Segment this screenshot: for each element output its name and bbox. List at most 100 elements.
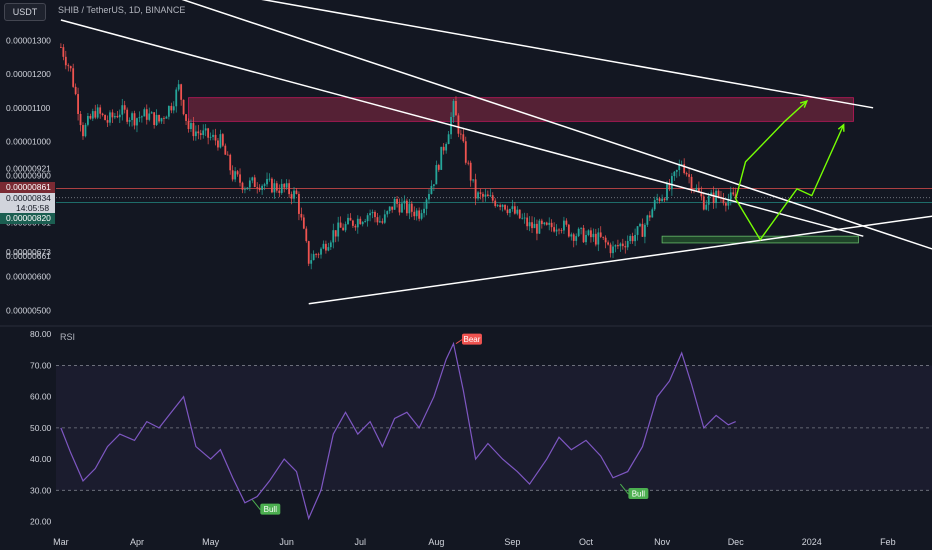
candle-body (82, 125, 84, 137)
candle-body (310, 260, 313, 264)
candle-body (624, 246, 627, 248)
candle-body (472, 179, 475, 181)
candle-body (565, 220, 568, 225)
candle-body (631, 236, 634, 242)
candle-body (727, 199, 730, 206)
candle-body (126, 109, 129, 122)
candle-body (501, 204, 504, 207)
candle-body (371, 211, 374, 214)
candle-body (280, 183, 283, 193)
candle-body (386, 211, 389, 215)
candle-body (172, 106, 175, 111)
candle-body (217, 140, 219, 148)
candle-body (283, 183, 286, 188)
rsi-signal-connector (251, 499, 261, 510)
candle-body (209, 136, 212, 138)
candle-body (648, 215, 651, 218)
candle-body (526, 217, 529, 227)
candle-body (239, 174, 241, 183)
price-tag-green: 0.00000820 (0, 213, 55, 224)
candle-body (315, 254, 318, 255)
candle-body (577, 228, 580, 237)
candle-body (190, 123, 192, 130)
candle-body (651, 209, 654, 218)
rsi-signal-connector (455, 339, 463, 345)
candle-body (550, 222, 553, 228)
candle-body (69, 66, 72, 69)
candle-body (538, 220, 541, 234)
candle-body (609, 244, 612, 254)
candle-body (352, 220, 354, 226)
candle-body (572, 234, 575, 241)
candle-body (67, 65, 70, 67)
candles-group (60, 43, 737, 270)
candle-body (300, 213, 303, 218)
candle-body (153, 112, 156, 125)
candle-body (307, 241, 310, 264)
candle-body (479, 192, 482, 194)
candle-body (511, 206, 514, 209)
candle-body (285, 183, 288, 188)
rsi-signal-label: Bear (464, 335, 481, 344)
candle-body (653, 200, 656, 210)
time-axis-label: 2024 (802, 537, 822, 547)
rsi-axis-label: 60.00 (30, 392, 52, 402)
candle-body (212, 134, 214, 137)
rsi-signal-label: Bull (632, 490, 646, 499)
candle-body (86, 115, 89, 125)
candle-body (712, 192, 715, 204)
candle-body (619, 243, 622, 247)
candle-body (111, 112, 114, 118)
candle-body (327, 247, 330, 251)
candle-body (248, 180, 251, 188)
candle-body (160, 118, 163, 122)
candle-body (256, 187, 259, 188)
candle-body (442, 146, 445, 151)
candle-body (489, 195, 492, 197)
candle-body (430, 185, 433, 194)
candle-body (293, 190, 295, 199)
candle-body (359, 218, 362, 225)
candle-body (163, 118, 165, 119)
projection-arrowhead (837, 123, 845, 132)
candle-body (322, 243, 325, 249)
candle-body (636, 226, 639, 235)
candle-body (366, 215, 369, 222)
rsi-axis-label: 50.00 (30, 423, 52, 433)
candle-body (513, 206, 516, 214)
rsi-axis-label: 40.00 (30, 454, 52, 464)
candle-body (467, 162, 470, 164)
candle-body (155, 114, 158, 125)
candle-body (329, 242, 332, 248)
price-axis-label: 0.00000900 (6, 170, 51, 180)
candle-body (702, 196, 705, 210)
candle-body (437, 165, 440, 170)
candle-body (484, 194, 487, 197)
rsi-signal-badge (461, 333, 482, 345)
candle-body (104, 114, 106, 121)
candle-body (374, 211, 376, 218)
trendline (60, 19, 864, 237)
candle-body (410, 203, 413, 212)
symbol-search-button[interactable]: USDT (4, 3, 46, 21)
candle-body (364, 221, 367, 223)
candle-body (612, 246, 614, 254)
price-axis-label: 0.00000500 (6, 305, 51, 315)
candle-body (536, 223, 538, 234)
candle-body (204, 128, 207, 131)
candle-body (266, 178, 268, 185)
candle-body (143, 109, 146, 117)
candle-body (604, 237, 607, 243)
rsi-signal-badge (628, 488, 649, 500)
candle-body (432, 184, 435, 186)
candle-body (570, 234, 573, 237)
candle-body (145, 109, 148, 120)
candle-body (62, 47, 65, 57)
candle-body (717, 190, 720, 197)
candle-body (697, 187, 700, 193)
projection-path (735, 100, 808, 200)
candle-body (656, 198, 659, 201)
candle-body (325, 243, 327, 251)
candle-body (177, 84, 180, 90)
